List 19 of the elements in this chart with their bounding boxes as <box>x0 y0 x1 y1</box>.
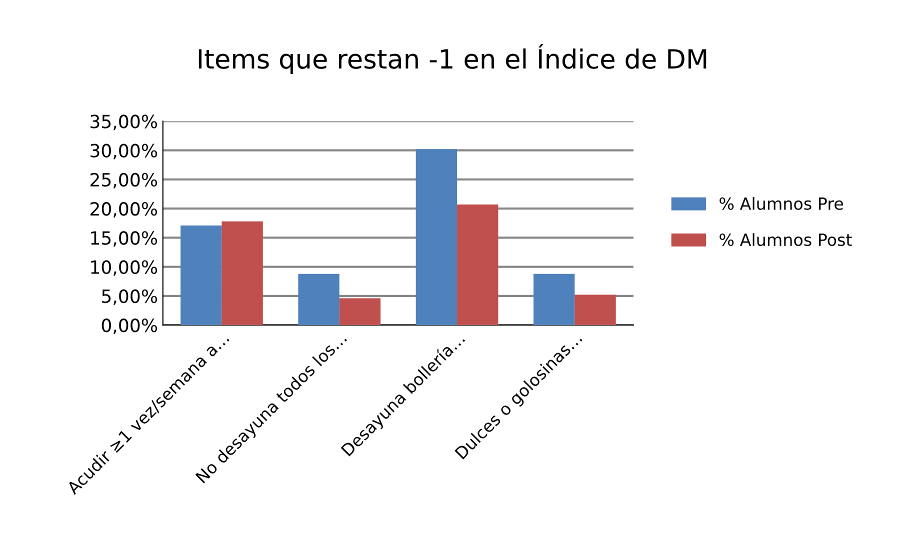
bar <box>339 298 381 326</box>
y-tick-label: 35,00% <box>90 114 158 130</box>
y-tick-label: 20,00% <box>90 202 158 218</box>
bar <box>574 294 616 326</box>
y-tick-label: 25,00% <box>90 172 158 188</box>
y-tick-label: 10,00% <box>91 260 158 276</box>
bar <box>180 225 222 326</box>
y-tick-label: 5,00% <box>102 289 158 305</box>
legend-label: % Alumnos Pre <box>720 197 844 210</box>
bar <box>457 204 498 326</box>
bar <box>222 221 263 326</box>
bar <box>416 149 458 326</box>
y-tick-label: 15,00% <box>91 231 158 247</box>
y-tick-label: 0,00% <box>102 318 158 334</box>
bar <box>534 274 575 326</box>
legend-label: % Alumnos Post <box>720 233 852 246</box>
chart-title: Items que restan -1 en el Índice de DM <box>198 44 706 74</box>
bar <box>298 274 340 326</box>
y-tick-label: 30,00% <box>90 144 158 160</box>
